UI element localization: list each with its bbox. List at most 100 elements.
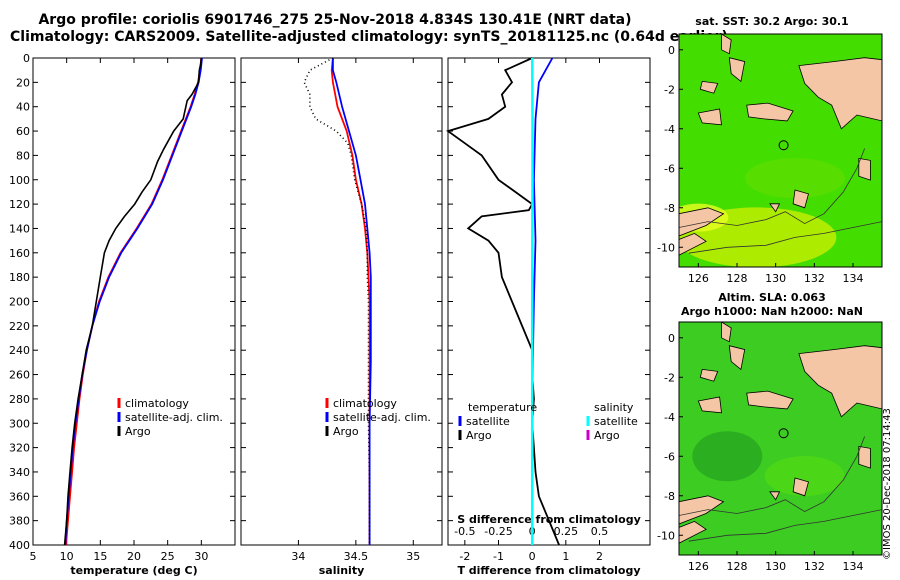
x-tick-label: 35 — [406, 550, 420, 563]
land-mass — [746, 390, 794, 410]
lat-tick-label: -4 — [664, 411, 675, 424]
legend-label: Argo — [333, 425, 359, 438]
lon-tick-label: 128 — [727, 560, 748, 573]
axes-frame-salinity — [240, 57, 443, 546]
sea-patch — [745, 158, 845, 199]
sla-map-title-2: Argo h1000: NaN h2000: NaN — [680, 305, 864, 318]
bathymetry-contour — [679, 148, 865, 228]
legend-label: climatology — [333, 397, 397, 410]
land-mass — [697, 108, 722, 126]
x-tick-label: 15 — [93, 550, 107, 563]
lon-tick-label: 134 — [843, 560, 864, 573]
legend-label: satellite-adj. clim. — [333, 411, 431, 424]
lat-tick-label: 0 — [668, 44, 675, 57]
y-tick-label: 200 — [9, 296, 30, 309]
x-tick-label: 1 — [562, 550, 569, 563]
lon-tick-label: 130 — [765, 560, 786, 573]
y-tick-label: 40 — [16, 101, 30, 114]
lon-tick-label: 126 — [688, 560, 709, 573]
bathymetry-contour — [688, 509, 882, 542]
x-tick-label: 25 — [161, 550, 175, 563]
x-axis-label: temperature (deg C) — [70, 564, 197, 577]
land-mass — [858, 157, 871, 181]
top-x-tick-label: 0.25 — [554, 525, 579, 538]
header-line-1: Argo profile: coriolis 6901746_275 25-No… — [38, 12, 632, 28]
axes-frame-temperature — [32, 57, 236, 546]
land-mass — [792, 189, 809, 209]
land-mass — [792, 477, 809, 497]
y-tick-label: 240 — [9, 344, 30, 357]
map-frame — [678, 321, 883, 556]
sea-patch — [764, 456, 845, 497]
x-tick-label: 34.5 — [344, 550, 369, 563]
legend-label: satellite — [594, 415, 638, 428]
land-mass — [858, 445, 871, 469]
x-axis-label: salinity — [319, 564, 365, 577]
y-tick-label: 320 — [9, 442, 30, 455]
y-tick-label: 60 — [16, 125, 30, 138]
panel-difference: -2 -1 0 1 2T difference from climatology -0.5… — [445, 57, 651, 577]
land-mass — [679, 495, 725, 525]
bathymetry-contour — [688, 221, 882, 254]
x-axis-label: T difference from climatology — [457, 564, 640, 577]
series-satellite-adj-clim- — [331, 58, 372, 545]
land-mass — [679, 520, 707, 544]
x-tick-label: 34 — [291, 550, 305, 563]
lat-tick-label: -10 — [657, 241, 675, 254]
y-tick-label: 380 — [9, 515, 30, 528]
x-tick-label: 0 — [529, 550, 536, 563]
legend-label: salinity — [594, 401, 634, 414]
land-mass — [769, 491, 781, 501]
lon-tick-label: 126 — [688, 272, 709, 285]
sst-map: 126 128 130 132 134 0 -2 -4 -6 -8 -10 — [657, 33, 883, 285]
header-line-2: Climatology: CARS2009. Satellite-adjuste… — [10, 29, 728, 45]
y-tick-label: 180 — [9, 271, 30, 284]
float-position-marker — [778, 428, 789, 439]
lat-tick-label: -2 — [664, 83, 675, 96]
legend-label: Argo — [125, 425, 151, 438]
low-sla-patch — [692, 431, 763, 482]
bathymetry-contour — [679, 436, 865, 516]
y-tick-label: 300 — [9, 417, 30, 430]
y-tick-label: 20 — [16, 76, 30, 89]
land-mass — [699, 368, 719, 382]
land-mass — [697, 396, 722, 414]
x-tick-label: -2 — [459, 550, 470, 563]
land-mass — [746, 102, 794, 122]
y-tick-label: 360 — [9, 490, 30, 503]
y-tick-label: 80 — [16, 149, 30, 162]
axes-frame-difference — [447, 57, 651, 546]
x-tick-label: 5 — [30, 550, 37, 563]
x-tick-label: 30 — [194, 550, 208, 563]
lat-tick-label: -4 — [664, 123, 675, 136]
lat-tick-label: 0 — [668, 332, 675, 345]
y-tick-label: 400 — [9, 539, 30, 552]
y-tick-label: 140 — [9, 222, 30, 235]
legend-label: satellite — [466, 415, 510, 428]
legend-label: climatology — [125, 397, 189, 410]
lon-tick-label: 132 — [804, 272, 825, 285]
land-mass — [679, 207, 725, 237]
lat-tick-label: -8 — [664, 490, 675, 503]
land-mass — [728, 345, 746, 371]
lat-tick-label: -2 — [664, 371, 675, 384]
panel-salinity: 34 34.5 35 salinity climatologysatellite-adj… — [240, 57, 443, 577]
land-mass — [728, 57, 746, 83]
land-mass — [699, 80, 719, 94]
map-content — [679, 322, 882, 555]
land-mass — [798, 57, 882, 130]
legend-label: Argo — [466, 429, 492, 442]
sla-map-title-1: Altim. SLA: 0.063 — [718, 291, 826, 304]
land-mass — [679, 232, 707, 256]
map-frame — [678, 33, 883, 268]
sst-map-title: sat. SST: 30.2 Argo: 30.1 — [695, 15, 849, 28]
y-tick-label: 220 — [9, 320, 30, 333]
land-mass — [769, 203, 781, 213]
series-argo — [303, 57, 371, 545]
lon-tick-label: 134 — [843, 272, 864, 285]
legend-label: Argo — [594, 429, 620, 442]
x-tick-label: 10 — [60, 550, 74, 563]
x-tick-label: 20 — [127, 550, 141, 563]
